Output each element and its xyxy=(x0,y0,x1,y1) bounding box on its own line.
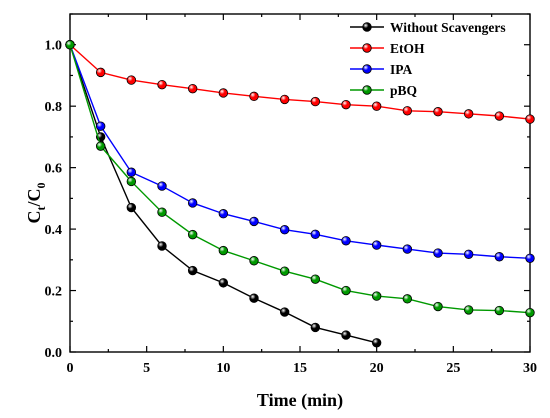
x-tick-label: 30 xyxy=(523,361,537,376)
x-axis-title: Time (min) xyxy=(257,390,343,411)
data-point xyxy=(463,305,474,315)
y-tick-label: 0.2 xyxy=(45,285,63,300)
legend-marker xyxy=(362,22,372,32)
data-point xyxy=(218,88,229,98)
data-point xyxy=(402,106,413,116)
data-point xyxy=(525,307,535,318)
data-point xyxy=(433,107,443,117)
y-axis-title: Ct/C0 xyxy=(24,183,48,224)
series-line xyxy=(69,44,531,120)
data-point xyxy=(279,225,290,235)
data-point xyxy=(187,198,198,208)
legend-marker xyxy=(362,85,372,95)
y-axis-title-sub1: t xyxy=(34,207,48,211)
data-point xyxy=(249,91,259,102)
legend-label: pBQ xyxy=(390,83,417,98)
series-line xyxy=(69,44,531,314)
data-point xyxy=(371,240,382,250)
legend-item: pBQ xyxy=(350,83,417,98)
y-axis-title-main: C xyxy=(24,211,44,224)
data-point xyxy=(95,141,106,151)
x-tick-label: 25 xyxy=(446,361,460,376)
legend-item: Without Scavengers xyxy=(350,20,506,35)
series-layer xyxy=(65,40,535,348)
y-tick-label: 0.4 xyxy=(45,223,63,238)
series-without-scavengers xyxy=(65,40,382,348)
data-point xyxy=(494,252,505,262)
legend-label: IPA xyxy=(390,62,412,77)
data-point xyxy=(95,67,106,78)
series-pbq xyxy=(65,40,535,318)
y-axis-title-sep: /C xyxy=(24,189,44,208)
legend-item: IPA xyxy=(350,62,412,77)
data-point xyxy=(310,229,321,240)
data-point xyxy=(187,229,198,240)
data-point xyxy=(310,274,321,284)
data-point xyxy=(279,307,290,317)
data-point xyxy=(494,305,505,316)
series-ipa xyxy=(65,40,535,263)
data-point xyxy=(187,83,198,94)
data-point xyxy=(525,114,535,124)
data-point xyxy=(371,291,382,301)
data-point xyxy=(157,79,167,90)
x-tick-label: 0 xyxy=(67,361,74,376)
data-point xyxy=(249,293,259,303)
x-tick-label: 15 xyxy=(293,361,307,376)
data-point xyxy=(126,176,137,187)
data-point xyxy=(402,244,413,254)
data-point xyxy=(187,265,198,276)
y-tick-label: 0.8 xyxy=(45,100,63,115)
data-point xyxy=(463,249,474,259)
data-point xyxy=(310,96,321,107)
data-point xyxy=(494,111,505,121)
data-point xyxy=(433,301,443,312)
data-point xyxy=(525,253,535,263)
legend-marker xyxy=(362,43,372,53)
data-point xyxy=(218,278,229,288)
y-axis-title-sub2: 0 xyxy=(34,183,48,189)
data-point xyxy=(218,245,229,256)
data-point xyxy=(341,236,351,246)
data-point xyxy=(279,266,290,276)
y-tick-label: 1.0 xyxy=(45,39,63,54)
data-point xyxy=(402,294,413,304)
legend-marker xyxy=(362,64,372,74)
legend: Without Scavengers EtOH IPA pBQ xyxy=(350,20,506,98)
x-tick-label: 5 xyxy=(143,361,150,376)
data-point xyxy=(126,75,137,85)
data-point xyxy=(157,181,167,191)
data-point xyxy=(126,202,137,213)
plot-frame xyxy=(69,13,531,353)
data-point xyxy=(371,101,382,111)
y-tick-label: 0.0 xyxy=(45,346,63,361)
data-point xyxy=(433,248,443,258)
data-point xyxy=(341,330,351,340)
x-tick-label: 10 xyxy=(216,361,230,376)
data-point xyxy=(249,216,259,227)
data-point xyxy=(279,94,290,105)
legend-item: EtOH xyxy=(350,41,425,56)
y-tick-label: 0.6 xyxy=(45,162,63,177)
x-tick-label: 20 xyxy=(370,361,384,376)
data-point xyxy=(310,322,321,333)
data-point xyxy=(95,121,106,131)
legend-label: EtOH xyxy=(390,41,425,56)
data-point xyxy=(249,256,259,266)
data-point xyxy=(463,109,474,119)
data-point xyxy=(371,338,382,348)
axes: 0 5 10 15 20 25 30 0.0 0.2 0.4 0.6 0.8 1.0 xyxy=(45,13,537,376)
data-point xyxy=(157,241,167,251)
series-etoh xyxy=(65,40,535,124)
data-point xyxy=(218,209,229,219)
data-point xyxy=(341,99,351,110)
data-point xyxy=(65,40,75,50)
data-point xyxy=(341,285,351,296)
data-point xyxy=(157,207,167,217)
series-line xyxy=(69,44,531,259)
legend-label: Without Scavengers xyxy=(390,20,506,35)
data-point xyxy=(126,167,137,177)
